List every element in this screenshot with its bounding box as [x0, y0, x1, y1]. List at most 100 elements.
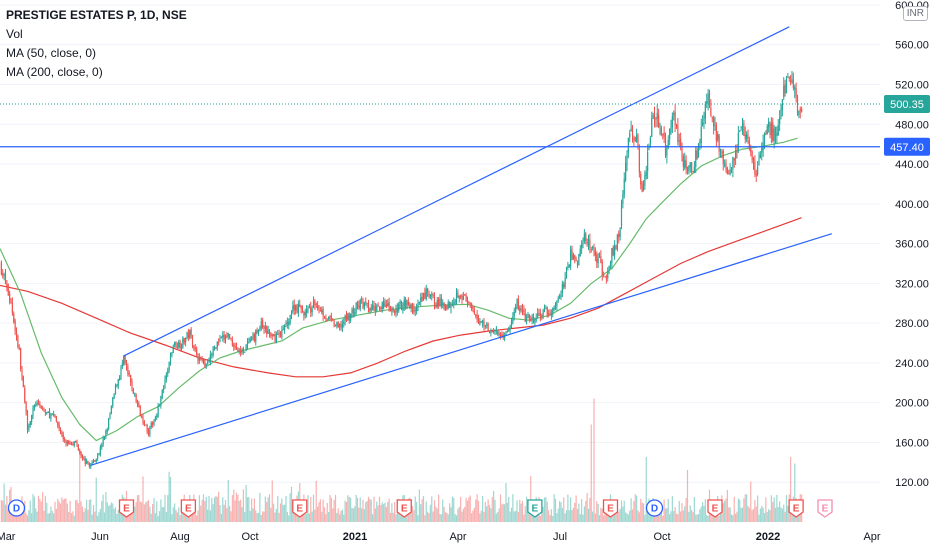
candle	[79, 448, 81, 455]
candle-body	[447, 302, 449, 309]
candle-body	[394, 310, 396, 313]
candle-body	[655, 118, 657, 120]
candle-body	[260, 321, 262, 329]
volume-bar	[781, 508, 783, 522]
candle-body	[29, 421, 31, 426]
current-price-tag[interactable]: 500.35	[884, 95, 930, 114]
candle-body	[548, 313, 550, 315]
candle	[284, 324, 286, 334]
price-axis[interactable]: 120.00160.00200.00240.00280.00320.00360.…	[884, 0, 930, 489]
candle-body	[376, 306, 378, 311]
symbol-title[interactable]: PRESTIGE ESTATES P, 1D, NSE	[6, 8, 187, 22]
candle-body	[747, 135, 749, 139]
candle-body	[421, 296, 423, 301]
earnings-marker[interactable]: E	[292, 499, 308, 518]
dividend-marker[interactable]: D	[645, 499, 664, 517]
candle-body	[395, 307, 397, 314]
candle-body	[138, 403, 140, 407]
candle	[141, 413, 143, 419]
candle	[369, 307, 371, 314]
earnings-marker[interactable]: E	[602, 499, 619, 518]
earnings-marker[interactable]: E	[817, 499, 833, 518]
earnings-marker[interactable]: E	[707, 499, 723, 518]
candle	[149, 425, 151, 438]
candle-body	[490, 331, 492, 333]
volume-bar	[26, 515, 29, 522]
candle-body	[44, 411, 46, 414]
volume-bar	[477, 500, 480, 522]
candle	[790, 74, 792, 86]
candle-body	[352, 308, 354, 314]
candle-body	[472, 307, 474, 310]
candle-body	[282, 329, 284, 331]
candle-body	[704, 103, 706, 119]
candle	[380, 306, 382, 312]
candle-body	[597, 258, 599, 264]
candle	[131, 378, 133, 392]
earnings-marker[interactable]: E	[396, 499, 412, 518]
candle-body	[46, 412, 48, 414]
volume-bar	[454, 514, 456, 522]
candle	[282, 324, 284, 331]
hline-price-tag[interactable]: 457.40	[884, 137, 930, 156]
candle-body	[537, 313, 539, 318]
candle	[46, 412, 48, 415]
candle-body	[575, 259, 577, 262]
candle	[462, 291, 464, 301]
candle-body	[626, 154, 628, 166]
candle	[270, 332, 272, 339]
earnings-marker[interactable]: E	[788, 499, 804, 518]
candle-body	[666, 148, 668, 156]
drawn-lines[interactable]	[0, 26, 880, 466]
earnings-marker[interactable]: E	[118, 499, 135, 518]
candle	[242, 346, 244, 355]
currency-badge[interactable]: INR	[902, 6, 928, 21]
candle	[73, 441, 75, 448]
candle	[373, 300, 375, 311]
volume-bar	[466, 500, 469, 522]
candle-body	[506, 330, 508, 333]
candle-body	[737, 133, 739, 151]
candle-body	[72, 444, 74, 446]
candle-body	[359, 300, 361, 309]
candle-body	[633, 137, 635, 140]
candle	[312, 296, 315, 309]
candle-body	[43, 409, 45, 411]
candle	[660, 125, 662, 137]
candle	[22, 375, 24, 388]
legend-vol[interactable]: Vol	[6, 27, 23, 41]
dividend-marker[interactable]: D	[7, 499, 26, 517]
candle	[554, 302, 557, 311]
volume-bar	[253, 498, 255, 522]
candle	[520, 304, 522, 313]
candle	[405, 296, 407, 310]
legend-ma50[interactable]: MA (50, close, 0)	[6, 46, 97, 60]
candle-body	[185, 337, 187, 343]
volume-bar	[315, 480, 317, 522]
volume-bar	[352, 508, 354, 522]
legend-ma200[interactable]: MA (200, close, 0)	[6, 65, 103, 79]
candle	[740, 125, 742, 131]
candle-body	[680, 138, 682, 146]
volume-bar	[218, 491, 220, 522]
candle	[435, 302, 437, 309]
candle	[389, 305, 392, 312]
earnings-marker[interactable]: E	[527, 499, 543, 518]
candle	[306, 305, 308, 318]
earnings-marker[interactable]: E	[180, 499, 197, 518]
volume-bar	[563, 497, 565, 522]
candle-body	[190, 328, 192, 336]
candle-body	[436, 299, 438, 308]
candle-body	[439, 299, 441, 306]
candle	[394, 309, 396, 316]
candle	[691, 161, 693, 174]
candle	[70, 441, 73, 446]
marker-shape	[118, 499, 135, 518]
volume-bar	[54, 501, 56, 522]
volume-bar	[449, 503, 451, 522]
candle	[669, 128, 671, 146]
time-axis[interactable]: Mar Jun Aug Oct 2021 Apr Jul Oct 2022 Apr	[0, 531, 881, 543]
